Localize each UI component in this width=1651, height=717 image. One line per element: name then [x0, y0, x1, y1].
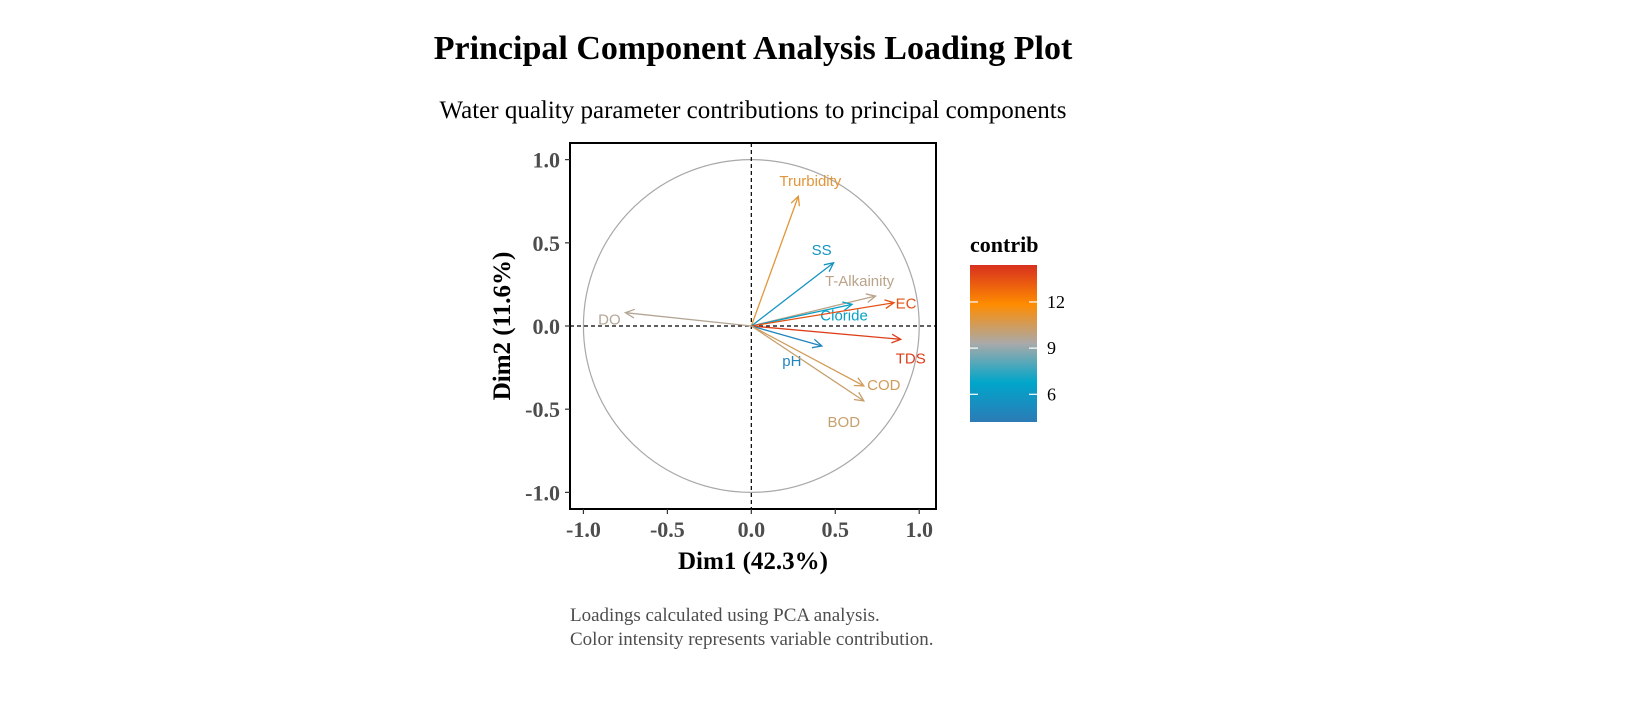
legend-tick-label: 12	[1047, 292, 1065, 312]
variable-label-ss: SS	[812, 242, 832, 259]
arrow-head-bod	[853, 391, 866, 402]
loading-vector-trurbidity: Trurbidity	[750, 173, 842, 327]
variable-label-cloride: Cloride	[820, 307, 868, 324]
caption-line-1: Loadings calculated using PCA analysis.	[570, 605, 880, 626]
y-tick-label: -1.0	[525, 480, 560, 505]
loading-arrow-ph	[751, 325, 823, 347]
loading-vector-ec: EC	[751, 296, 917, 327]
loading-arrow-ss	[750, 262, 834, 327]
legend-tick-label: 9	[1047, 338, 1056, 358]
variable-label-t-alkainity: T-Alkainity	[825, 273, 895, 290]
y-axis-ticks: -1.0 -0.5 0.0 0.5 1.0	[525, 148, 570, 505]
loading-vector-ss: SS	[750, 242, 835, 327]
arrow-head-ph	[811, 338, 824, 349]
x-tick-label: 0.0	[738, 517, 766, 542]
x-axis-ticks: -1.0 -0.5 0.0 0.5 1.0	[566, 509, 933, 542]
x-tick-label: 1.0	[905, 517, 933, 542]
caption-line-2: Color intensity represents variable cont…	[570, 629, 934, 650]
x-tick-label: -0.5	[650, 517, 685, 542]
x-axis-title: Dim1 (42.3%)	[678, 548, 828, 575]
contrib-legend: contrib 6 9 12	[970, 232, 1065, 422]
loading-arrow-do	[625, 312, 752, 327]
legend-title: contrib	[970, 232, 1038, 257]
arrow-head-t-alkainity	[865, 293, 878, 303]
x-tick-label: -1.0	[566, 517, 601, 542]
variable-label-tds: TDS	[896, 350, 926, 367]
legend-ticks: 6 9 12	[970, 292, 1065, 404]
loading-vector-bod: BOD	[750, 325, 866, 431]
loading-arrow-cloride	[751, 303, 853, 327]
arrow-head-tds	[891, 333, 903, 344]
loading-vector-ph: pH	[751, 325, 824, 370]
y-tick-label: 0.0	[533, 314, 561, 339]
variable-label-ec: EC	[896, 296, 917, 313]
chart-subtitle: Water quality parameter contributions to…	[440, 97, 1067, 124]
loading-vector-tds: TDS	[751, 325, 926, 367]
loading-vector-do: DO	[598, 308, 752, 329]
arrow-head-cloride	[842, 301, 854, 312]
loading-vector-cod: COD	[751, 325, 901, 394]
variable-label-trurbidity: Trurbidity	[779, 173, 841, 190]
x-tick-label: 0.5	[822, 517, 850, 542]
arrow-head-ec	[884, 299, 896, 309]
legend-tick-label: 6	[1047, 384, 1056, 404]
y-tick-label: 0.5	[533, 231, 561, 256]
arrow-head-ss	[823, 261, 835, 273]
y-axis-title: Dim2 (11.6%)	[489, 252, 516, 401]
variable-label-ph: pH	[782, 353, 801, 370]
loading-arrow-bod	[750, 325, 865, 402]
chart-title: Principal Component Analysis Loading Plo…	[434, 30, 1073, 67]
variable-label-cod: COD	[867, 377, 901, 394]
variable-label-do: DO	[598, 312, 621, 329]
arrow-head-do	[623, 308, 636, 319]
loading-arrow-cod	[751, 325, 865, 387]
plot-panel: Trurbidity SS T-Alkainity Cloride EC TDS pH COD…	[569, 142, 937, 510]
loading-arrow-ec	[751, 302, 895, 327]
arrow-head-cod	[853, 377, 866, 387]
variable-label-bod: BOD	[828, 414, 861, 431]
legend-colorbar	[970, 265, 1037, 422]
loading-arrow-trurbidity	[750, 196, 799, 327]
y-tick-label: -0.5	[525, 397, 560, 422]
y-tick-label: 1.0	[533, 148, 561, 173]
loading-arrow-tds	[751, 325, 901, 340]
loading-vector-cloride: Cloride	[751, 301, 868, 327]
arrow-head-trurbidity	[790, 194, 800, 207]
